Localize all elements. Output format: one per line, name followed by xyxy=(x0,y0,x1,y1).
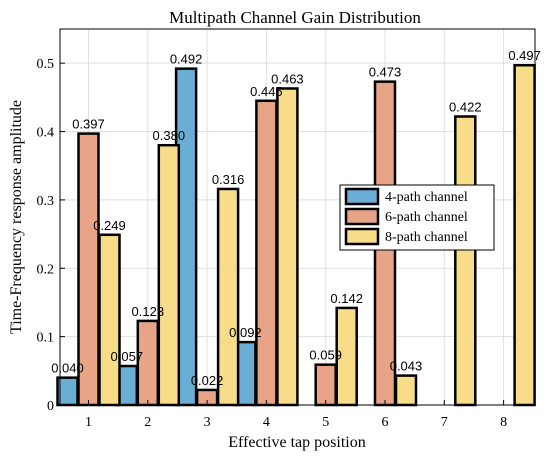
data-label: 0.497 xyxy=(508,48,541,63)
y-axis-label: Time-Frequency response amplitude xyxy=(8,100,25,334)
y-tick-label: 0.3 xyxy=(37,194,55,209)
data-label: 0.123 xyxy=(132,304,165,319)
y-tick-label: 0.2 xyxy=(37,262,55,277)
bar-8-path-tap-7 xyxy=(454,115,477,407)
x-tick-label: 4 xyxy=(263,415,270,430)
legend-swatch-6-path xyxy=(344,207,380,226)
y-tick-label: 0.5 xyxy=(37,57,55,72)
legend: 4-path channel 6-path channel 8-path cha… xyxy=(339,184,495,251)
data-label: 0.463 xyxy=(271,71,304,86)
data-label: 0.092 xyxy=(229,325,262,340)
chart-title: Multipath Channel Gain Distribution xyxy=(169,8,421,27)
x-tick-label: 6 xyxy=(382,415,389,430)
legend-label-6-path: 6-path channel xyxy=(385,210,468,225)
bar-6-path-tap-4 xyxy=(255,99,278,407)
x-tick-label: 5 xyxy=(322,415,329,430)
bar-8-path-tap-8 xyxy=(513,63,536,407)
data-label: 0.473 xyxy=(369,65,402,80)
legend-swatch-4-path xyxy=(344,187,380,206)
y-tick-label: 0.4 xyxy=(37,126,55,141)
data-label: 0.397 xyxy=(72,117,105,132)
y-tick-label: 0 xyxy=(47,399,54,414)
data-label: 0.022 xyxy=(191,373,224,388)
bar-8-path-tap-1 xyxy=(98,233,121,407)
data-label: 0.043 xyxy=(390,359,423,374)
legend-swatch-8-path xyxy=(344,227,380,246)
y-tick-label: 0.1 xyxy=(37,331,55,346)
x-tick-label: 3 xyxy=(204,415,211,430)
legend-label-4-path: 4-path channel xyxy=(385,190,468,205)
ticks-layer: 0 0.1 0.2 0.3 0.4 0.5 1 2 3 4 5 6 7 8 xyxy=(37,57,508,430)
data-label: 0.445 xyxy=(250,84,283,99)
bar-8-path-tap-4 xyxy=(276,87,299,407)
data-label: 0.040 xyxy=(51,361,84,376)
x-tick-label: 1 xyxy=(85,415,92,430)
x-tick-label: 8 xyxy=(500,415,507,430)
plot-area-frame xyxy=(59,28,536,406)
data-label: 0.380 xyxy=(153,128,186,143)
x-tick-label: 2 xyxy=(144,415,151,430)
x-tick-label: 7 xyxy=(441,415,448,430)
data-label: 0.492 xyxy=(170,52,203,67)
bar-8-path-tap-2 xyxy=(157,143,181,407)
data-labels-layer: 0.040 0.057 0.492 0.092 0.397 0.123 0.022 0.445… xyxy=(51,48,541,388)
data-label: 0.422 xyxy=(449,100,482,115)
bar-6-path-tap-5 xyxy=(314,363,337,407)
data-label: 0.142 xyxy=(330,291,363,306)
data-label: 0.316 xyxy=(212,172,245,187)
data-label: 0.059 xyxy=(309,348,342,363)
legend-label-8-path: 8-path channel xyxy=(385,230,468,245)
data-label: 0.057 xyxy=(111,349,144,364)
bar-8-path-tap-6 xyxy=(394,374,418,407)
data-label: 0.249 xyxy=(93,218,126,233)
x-axis-label: Effective tap position xyxy=(228,434,365,451)
